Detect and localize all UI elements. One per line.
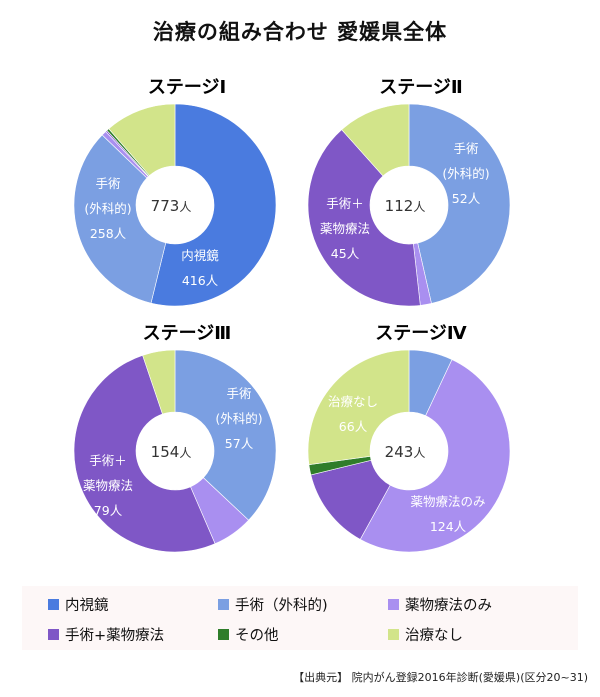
slice-label-surgery: 手術(外科的) 258人 [84,176,131,241]
slice-none [142,349,176,415]
legend-swatch [48,629,59,640]
slice-label-surgery: 手術(外科的) 57人 [215,386,262,451]
legend-item-surgery: 手術（外科的) [218,594,328,615]
center-total: 112人 [385,197,426,215]
chart-title: ステージⅠ [148,77,226,98]
source-note: 【出典元】 院内がん登録2016年診断(愛媛県)(区分20~31) [293,671,588,684]
legend-label: 治療なし [405,628,463,644]
slice-label-none: 治療なし 66人 [328,394,378,434]
legend-swatch [388,629,399,640]
slice-label-surgery_drug: 手術＋薬物療法 79人 [83,453,133,518]
slice-none [108,103,176,176]
slice-surgery_drug [307,129,421,307]
legend-label: 手術（外科的) [235,598,328,614]
slice-surgery_drug [73,354,216,553]
slice-label-endoscopy: 内視鏡 416人 [181,248,219,288]
legend-swatch [48,599,59,610]
legend-label: その他 [235,628,279,644]
chart-title: ステージⅢ [143,323,232,344]
center-total: 773人 [151,197,192,215]
slice-surgery [174,349,277,521]
legend-swatch [218,629,229,640]
slice-surgery [73,134,167,304]
slice-label-surgery: 手術(外科的) 52人 [442,141,489,206]
slice-none [307,349,410,466]
slice-drug_only [359,359,511,553]
chart-title: ステージⅡ [379,77,463,98]
legend: 内視鏡 手術（外科的) 薬物療法のみ手術+薬物療法 その他 治療なし [22,586,578,650]
center-total: 243人 [385,443,426,461]
legend-item-drug_only: 薬物療法のみ [388,594,492,615]
legend-label: 薬物療法のみ [405,598,492,614]
legend-label: 手術+薬物療法 [65,628,165,644]
center-total: 154人 [151,443,192,461]
chart-title: ステージⅣ [375,323,467,344]
slice-surgery [408,103,511,304]
slice-endoscopy [150,103,277,307]
legend-item-surgery_drug: 手術+薬物療法 [48,624,164,645]
slice-label-surgery_drug: 手術＋薬物療法 45人 [320,196,370,261]
legend-item-other: その他 [218,624,279,645]
slice-none [341,103,410,177]
legend-swatch [388,599,399,610]
legend-swatch [218,599,229,610]
slice-label-drug_only: 薬物療法のみ 124人 [410,494,485,534]
page-title: 治療の組み合わせ 愛媛県全体 [152,20,448,44]
legend-item-none: 治療なし [388,624,463,645]
legend-label: 内視鏡 [65,598,109,614]
legend-item-endoscopy: 内視鏡 [48,594,109,615]
